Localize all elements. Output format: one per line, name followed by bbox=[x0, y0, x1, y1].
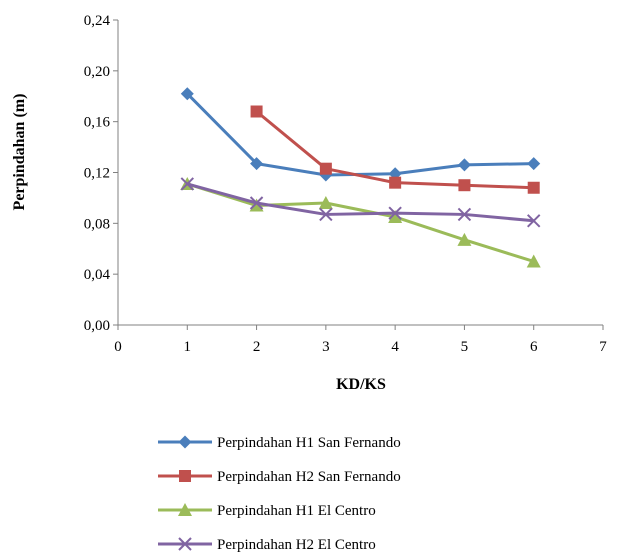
data-point-diamond bbox=[527, 157, 541, 171]
x-tick-label: 7 bbox=[599, 339, 607, 355]
series-1 bbox=[180, 87, 541, 182]
data-point-x-stroke bbox=[178, 537, 192, 551]
data-point-x-stroke bbox=[457, 207, 472, 222]
data-point-x bbox=[388, 206, 402, 220]
series-3 bbox=[180, 176, 541, 268]
x-tick-label: 2 bbox=[253, 339, 261, 355]
y-tick-label: 0,16 bbox=[84, 115, 111, 131]
data-point-triangle bbox=[178, 503, 192, 516]
y-tick-label: 0,04 bbox=[84, 267, 111, 283]
data-point-square bbox=[458, 179, 471, 192]
y-tick-label: 0,00 bbox=[84, 318, 110, 334]
data-point-square bbox=[179, 470, 191, 482]
y-axis-title: Perpindahan (m) bbox=[11, 94, 28, 211]
legend-entry: Perpindahan H2 El Centro bbox=[158, 537, 376, 553]
series-layer bbox=[180, 87, 541, 268]
y-tick-label: 0,24 bbox=[84, 13, 111, 29]
data-point-square bbox=[250, 105, 263, 118]
axes: 0,00 0,04 0,08 0,12 0,16 0,20 0,24 0 1 2 3 4 5 6 7 bbox=[84, 13, 608, 355]
data-point-x bbox=[180, 177, 194, 191]
data-point-x-stroke bbox=[249, 196, 264, 210]
data-point-x bbox=[249, 196, 264, 210]
data-point-diamond bbox=[178, 435, 192, 449]
x-tick-label: 1 bbox=[184, 339, 192, 355]
data-point-square bbox=[389, 176, 402, 189]
data-point-diamond bbox=[457, 158, 471, 172]
legend-label: Perpindahan H1 El Centro bbox=[217, 503, 376, 519]
data-point-triangle bbox=[526, 254, 541, 268]
data-point-triangle bbox=[249, 198, 264, 212]
data-point-diamond bbox=[250, 157, 264, 171]
data-point-square bbox=[319, 162, 332, 175]
x-tick-label: 4 bbox=[391, 339, 399, 355]
x-tick-label: 3 bbox=[322, 339, 330, 355]
x-axis-title: KD/KS bbox=[336, 376, 386, 393]
data-point-x bbox=[527, 214, 541, 228]
data-point-triangle bbox=[388, 209, 403, 223]
y-tick-label: 0,20 bbox=[84, 64, 110, 80]
series-line bbox=[186, 182, 534, 223]
legend-entry: Perpindahan H1 El Centro bbox=[158, 503, 376, 519]
legend: Perpindahan H1 San Fernando Perpindahan H… bbox=[158, 435, 401, 553]
y-tick-label: 0,08 bbox=[84, 216, 110, 232]
data-point-square bbox=[527, 181, 540, 194]
x-tick-label: 5 bbox=[461, 339, 469, 355]
legend-entry: Perpindahan H2 San Fernando bbox=[158, 469, 401, 485]
data-point-x-stroke bbox=[180, 177, 194, 191]
data-point-x-stroke bbox=[388, 206, 402, 220]
x-tick-label: 0 bbox=[114, 339, 122, 355]
series-line bbox=[186, 92, 534, 177]
data-point-x bbox=[178, 537, 192, 551]
legend-entry: Perpindahan H1 San Fernando bbox=[158, 435, 401, 451]
data-point-triangle bbox=[318, 196, 333, 209]
series-2 bbox=[250, 105, 540, 194]
series-4 bbox=[180, 177, 541, 228]
series-line bbox=[186, 182, 535, 263]
legend-label: Perpindahan H1 San Fernando bbox=[217, 435, 401, 451]
data-point-x bbox=[319, 207, 333, 222]
data-point-x bbox=[457, 207, 472, 222]
data-point-diamond bbox=[180, 87, 194, 101]
data-point-triangle bbox=[457, 232, 472, 246]
data-point-x-stroke bbox=[527, 214, 541, 228]
x-tick-label: 6 bbox=[530, 339, 538, 355]
legend-label: Perpindahan H2 San Fernando bbox=[217, 469, 401, 485]
legend-label: Perpindahan H2 El Centro bbox=[217, 537, 376, 553]
y-tick-label: 0,12 bbox=[84, 166, 110, 182]
data-point-x-stroke bbox=[319, 207, 333, 222]
